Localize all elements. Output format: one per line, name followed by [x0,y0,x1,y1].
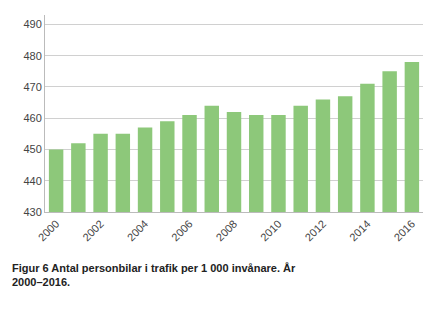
svg-text:2002: 2002 [80,218,106,244]
svg-text:2006: 2006 [169,218,195,244]
svg-text:2014: 2014 [347,218,373,244]
svg-text:2004: 2004 [125,218,151,244]
svg-text:2016: 2016 [391,218,417,244]
svg-text:2012: 2012 [302,218,328,244]
svg-text:2010: 2010 [258,218,284,244]
svg-text:480: 480 [23,50,41,62]
svg-text:450: 450 [23,143,41,155]
svg-text:470: 470 [23,81,41,93]
svg-text:440: 440 [23,175,41,187]
svg-text:430: 430 [23,206,41,218]
svg-text:2008: 2008 [214,218,240,244]
svg-text:2000: 2000 [36,218,62,244]
svg-text:490: 490 [23,18,41,30]
svg-text:Figur 6 Antal personbilar i tr: Figur 6 Antal personbilar i trafik per 1… [12,262,296,288]
svg-text:460: 460 [23,112,41,124]
